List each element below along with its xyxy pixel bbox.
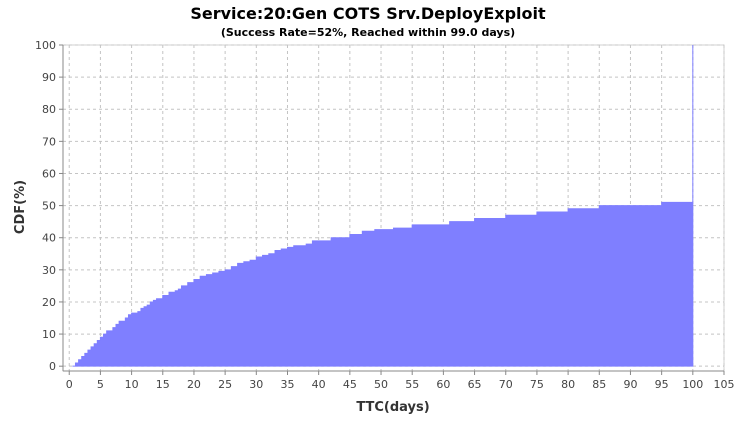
x-axis-label: TTC(days) <box>356 400 429 415</box>
x-tick-label: 30 <box>249 378 263 391</box>
x-tick-label: 80 <box>561 378 575 391</box>
y-tick-label: 50 <box>42 200 56 213</box>
x-tick-label: 95 <box>655 378 669 391</box>
x-tick-label: 5 <box>97 378 104 391</box>
x-tick-label: 45 <box>343 378 357 391</box>
x-tick-label: 50 <box>374 378 388 391</box>
x-tick-label: 35 <box>280 378 294 391</box>
y-tick-label: 20 <box>42 296 56 309</box>
x-tick-label: 85 <box>592 378 606 391</box>
x-tick-label: 0 <box>66 378 73 391</box>
x-tick-label: 25 <box>218 378 232 391</box>
x-tick-label: 40 <box>312 378 326 391</box>
tick-labels: 0 5 10 15 20 25 30 35 40 45 50 55 60 65 70 75 80 85 90 95 10… <box>35 39 735 391</box>
x-tick-label: 70 <box>499 378 513 391</box>
axes <box>59 44 725 375</box>
y-tick-label: 90 <box>42 71 56 84</box>
x-tick-label: 15 <box>156 378 170 391</box>
x-tick-label: 105 <box>714 378 735 391</box>
x-tick-label: 60 <box>436 378 450 391</box>
chart-title: Service:20:Gen COTS Srv.DeployExploit <box>190 4 546 23</box>
x-tick-label: 55 <box>405 378 419 391</box>
y-tick-label: 60 <box>42 167 56 180</box>
x-tick-label: 90 <box>623 378 637 391</box>
y-tick-label: 80 <box>42 103 56 116</box>
chart-subtitle: (Success Rate=52%, Reached within 99.0 d… <box>221 26 515 39</box>
x-tick-label: 10 <box>125 378 139 391</box>
cdf-area <box>72 45 694 367</box>
x-tick-label: 100 <box>682 378 703 391</box>
y-tick-label: 70 <box>42 135 56 148</box>
x-tick-label: 20 <box>187 378 201 391</box>
y-tick-label: 10 <box>42 328 56 341</box>
y-tick-label: 100 <box>35 39 56 52</box>
x-tick-label: 75 <box>530 378 544 391</box>
y-tick-label: 40 <box>42 232 56 245</box>
y-axis-label: CDF(%) <box>13 180 28 234</box>
y-tick-label: 0 <box>49 360 56 373</box>
y-tick-label: 30 <box>42 264 56 277</box>
x-tick-label: 65 <box>468 378 482 391</box>
